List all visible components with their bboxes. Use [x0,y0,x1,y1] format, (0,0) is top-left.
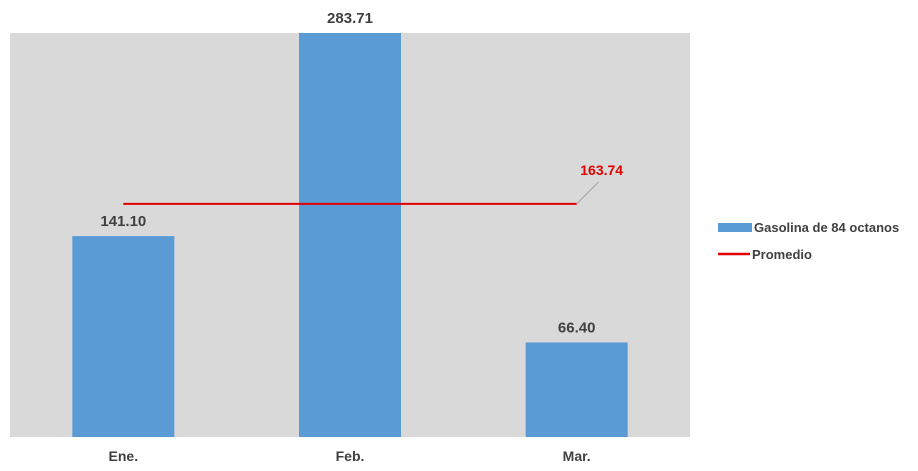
average-line-group: 163.74 [123,162,623,205]
bar-2 [299,33,401,437]
bars [72,33,628,437]
legend-label-series: Gasolina de 84 octanos [754,220,899,235]
average-value-label: 163.74 [580,162,623,178]
bar-value-label-1: 141.10 [100,213,146,230]
legend-label-average: Promedio [752,247,812,262]
category-label-3: Mar. [563,448,591,464]
bar-3 [525,342,628,437]
average-label-leader [576,181,600,205]
labels: 141.10 Ene. 283.71 Feb. 66.40 Mar. [100,10,595,464]
bar-1 [72,236,175,437]
legend: Gasolina de 84 octanos Promedio [718,220,899,262]
category-label-1: Ene. [109,448,139,464]
category-label-2: Feb. [336,448,365,464]
bar-value-label-2: 283.71 [327,10,373,27]
bar-value-label-3: 66.40 [558,319,596,336]
legend-swatch-series [718,223,752,232]
